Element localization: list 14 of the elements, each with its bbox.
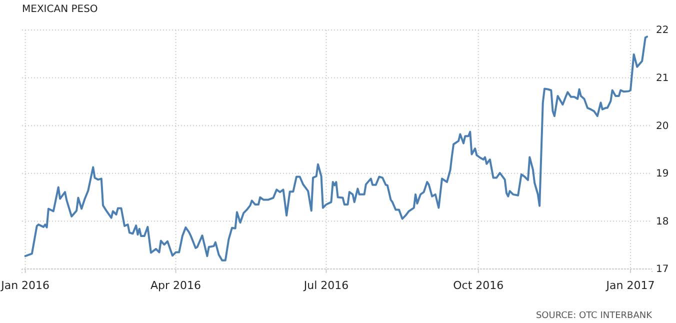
chart-title: MEXICAN PESO [22, 4, 98, 15]
x-tick-label: Jan 2017 [605, 279, 655, 292]
line-series [24, 36, 648, 262]
source-note: SOURCE: OTC INTERBANK [536, 311, 654, 321]
x-tick-label: Apr 2016 [150, 279, 202, 292]
x-tick-label: Jan 2016 [0, 279, 50, 292]
x-tick-label: Jul 2016 [302, 279, 349, 292]
y-tick-label: 22 [656, 25, 669, 36]
y-tick-label: 21 [656, 73, 669, 84]
y-tick-label: 17 [656, 264, 669, 276]
y-tick-label: 19 [656, 168, 669, 180]
y-tick-label: 20 [656, 120, 669, 132]
y-tick-label: 18 [656, 216, 669, 228]
x-tick-label: Oct 2016 [453, 279, 504, 292]
